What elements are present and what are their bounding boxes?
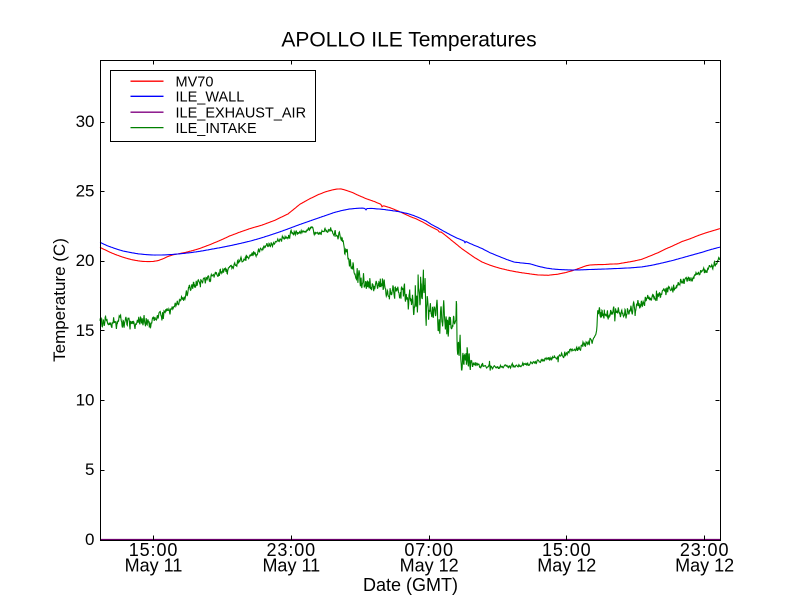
svg-text:Date (GMT): Date (GMT) [363, 575, 458, 595]
svg-text:ILE_EXHAUST_AIR: ILE_EXHAUST_AIR [176, 106, 307, 122]
svg-text:10: 10 [76, 391, 95, 410]
svg-text:30: 30 [76, 112, 95, 131]
svg-text:15:00: 15:00 [129, 540, 179, 560]
svg-text:May 12: May 12 [675, 555, 734, 575]
svg-text:ILE_INTAKE: ILE_INTAKE [176, 121, 257, 137]
svg-text:MV70: MV70 [176, 75, 214, 91]
svg-text:23:00: 23:00 [680, 540, 730, 560]
svg-text:15:00: 15:00 [542, 540, 592, 560]
svg-text:15: 15 [76, 321, 95, 340]
svg-text:May 11: May 11 [262, 555, 320, 575]
svg-text:May 12: May 12 [537, 555, 596, 575]
svg-text:May 11: May 11 [125, 555, 183, 575]
svg-text:Temperature (C): Temperature (C) [50, 238, 69, 362]
svg-text:20: 20 [76, 251, 95, 270]
svg-text:ILE_WALL: ILE_WALL [176, 90, 245, 106]
svg-text:0: 0 [85, 530, 94, 549]
svg-text:APOLLO ILE Temperatures: APOLLO ILE Temperatures [281, 29, 536, 52]
svg-text:07:00: 07:00 [404, 540, 454, 560]
svg-text:23:00: 23:00 [267, 540, 317, 560]
svg-text:5: 5 [85, 460, 94, 479]
svg-text:25: 25 [76, 182, 95, 201]
svg-text:May 12: May 12 [400, 555, 459, 575]
